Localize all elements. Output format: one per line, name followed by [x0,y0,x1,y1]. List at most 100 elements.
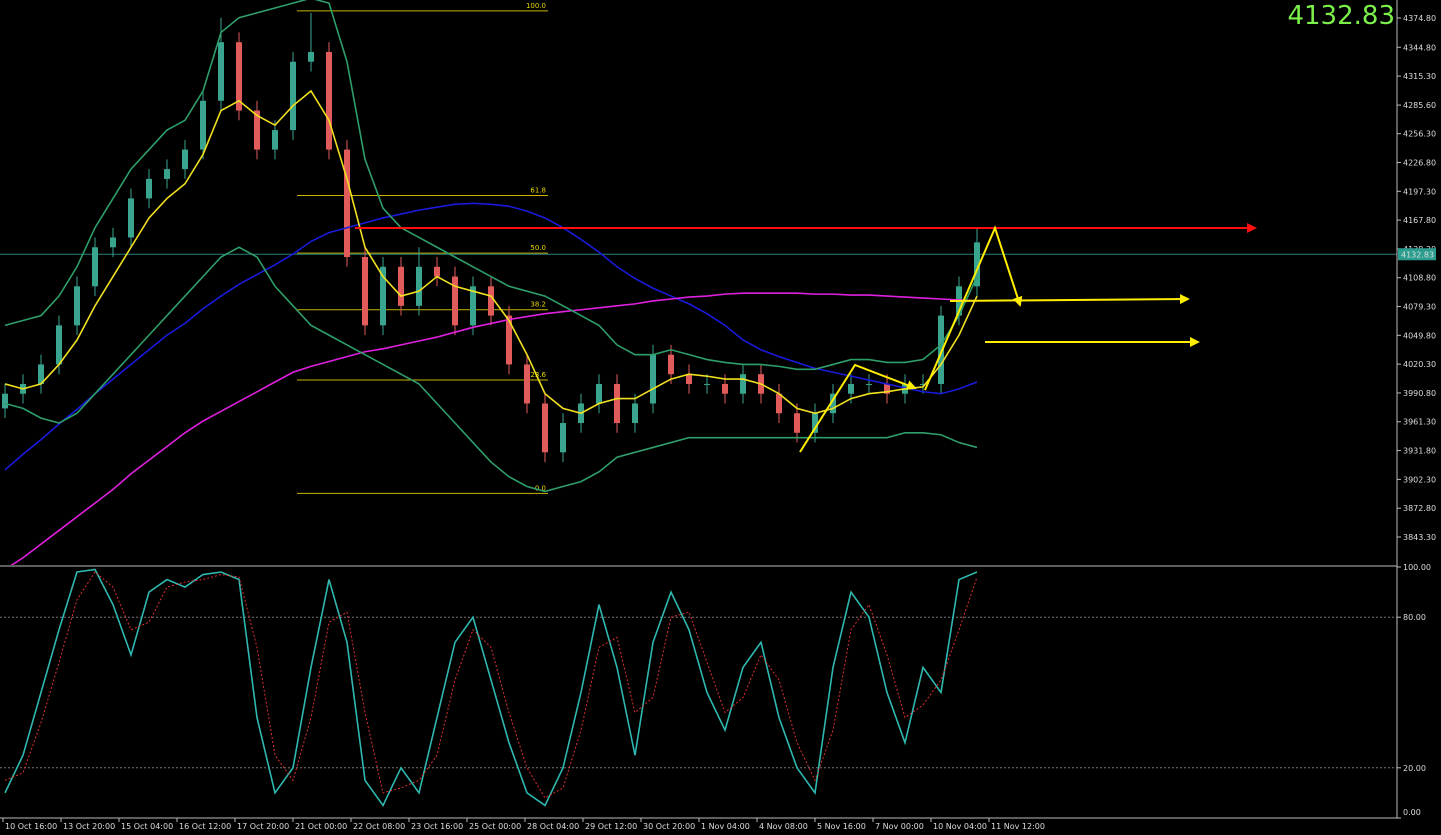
candle-body [398,266,404,306]
projection-arrow [924,225,1023,391]
candle-body [506,315,512,365]
candle-body [38,364,44,384]
candle-body [182,149,188,170]
x-tick-label: 21 Oct 00:00 [295,822,347,831]
y-tick-label: 4256.30 [1403,130,1436,139]
y-tick-label: 100.00 [1403,563,1431,572]
candle-body [920,383,926,385]
y-tick-label: 4079.30 [1403,303,1436,312]
y-tick-label: 4167.80 [1403,216,1436,225]
current-price-display: 4132.83 [1287,1,1395,31]
y-tick-label: 3902.30 [1403,475,1436,484]
y-tick-label: 4197.30 [1403,187,1436,196]
y-tick-label: 0.00 [1403,808,1421,817]
candle-body [74,286,80,326]
current-price-tag-bg [1398,248,1436,261]
x-tick-label: 10 Oct 16:00 [5,822,57,831]
fib-label: 61.8 [530,186,546,194]
candle-body [92,247,98,287]
candle-body [776,393,782,414]
y-tick-label: 4049.80 [1403,331,1436,340]
candle-body [380,266,386,326]
indicator-line [4,246,978,493]
indicator-line [4,0,978,371]
candle-body [794,413,800,433]
x-tick-label: 15 Oct 04:00 [121,822,173,831]
y-tick-label: 3990.80 [1403,389,1436,398]
candle-body [866,383,872,385]
candle-body [830,393,836,414]
candle-body [128,198,134,238]
indicator-line [10,292,978,565]
x-tick-label: 25 Oct 00:00 [469,822,521,831]
candle-body [146,178,152,199]
x-tick-label: 1 Nov 04:00 [701,822,750,831]
candle-body [218,42,224,101]
candle-body [650,354,656,404]
candle-body [614,383,620,424]
candle-body [632,403,638,424]
candle-body [308,51,314,62]
indicator-line [4,571,978,799]
candle-body [488,286,494,316]
candle-body [200,100,206,150]
x-tick-label: 7 Nov 00:00 [875,822,924,831]
y-tick-label: 4108.80 [1403,274,1436,283]
candle-body [974,242,980,287]
fib-label: 50.0 [530,244,546,252]
target-arrow [949,294,1190,305]
y-tick-label: 4374.80 [1403,14,1436,23]
candle-body [434,266,440,277]
x-tick-label: 29 Oct 12:00 [585,822,637,831]
candle-body [362,257,368,326]
x-tick-label: 22 Oct 08:00 [353,822,405,831]
x-tick-label: 5 Nov 16:00 [817,822,866,831]
candle-body [542,403,548,453]
candle-body [668,354,674,375]
x-tick-label: 28 Oct 04:00 [527,822,579,831]
candle-body [848,383,854,394]
candle-body [884,383,890,394]
y-tick-label: 3961.30 [1403,418,1436,427]
candle-body [812,413,818,433]
current-price-tag: 4132.83 [1401,250,1434,259]
candle-body [290,61,296,131]
drawings [355,223,1257,453]
candle-body [326,51,332,150]
candle-body [704,383,710,385]
y-tick-label: 3843.30 [1403,533,1436,542]
fib-label: 100.0 [526,2,546,10]
x-tick-label: 23 Oct 16:00 [411,822,463,831]
x-tick-label: 13 Oct 20:00 [63,822,115,831]
candle-body [722,383,728,394]
y-tick-label: 4226.80 [1403,158,1436,167]
fib-label: 23.6 [530,371,546,379]
fib-label: 38.2 [530,301,546,309]
candle-body [344,149,350,258]
y-tick-label: 4285.60 [1403,101,1436,110]
y-tick-label: 80.00 [1403,613,1426,622]
fib-label: 0.0 [535,484,546,492]
candle-body [938,315,944,384]
y-tick-label: 4020.30 [1403,360,1436,369]
y-tick-label: 20.00 [1403,764,1426,773]
price-panel: 100.0 61.8 50.0 38.2 23.6 0.0 [0,0,1397,565]
x-tick-label: 30 Oct 20:00 [643,822,695,831]
candle-body [110,237,116,248]
x-tick-label: 4 Nov 08:00 [759,822,808,831]
pattern-arrow [799,363,917,453]
x-tick-label: 11 Nov 12:00 [991,822,1045,831]
candle-body [56,325,62,365]
candle-body [254,110,260,150]
candle-body [596,383,602,404]
indicator-line [4,568,978,808]
candle-body [470,286,476,326]
y-tick-label: 3872.80 [1403,504,1436,513]
y-tick-label: 4344.80 [1403,43,1436,52]
stochastic-panel [0,568,1397,818]
candle-body [416,266,422,306]
candle-body [452,276,458,326]
